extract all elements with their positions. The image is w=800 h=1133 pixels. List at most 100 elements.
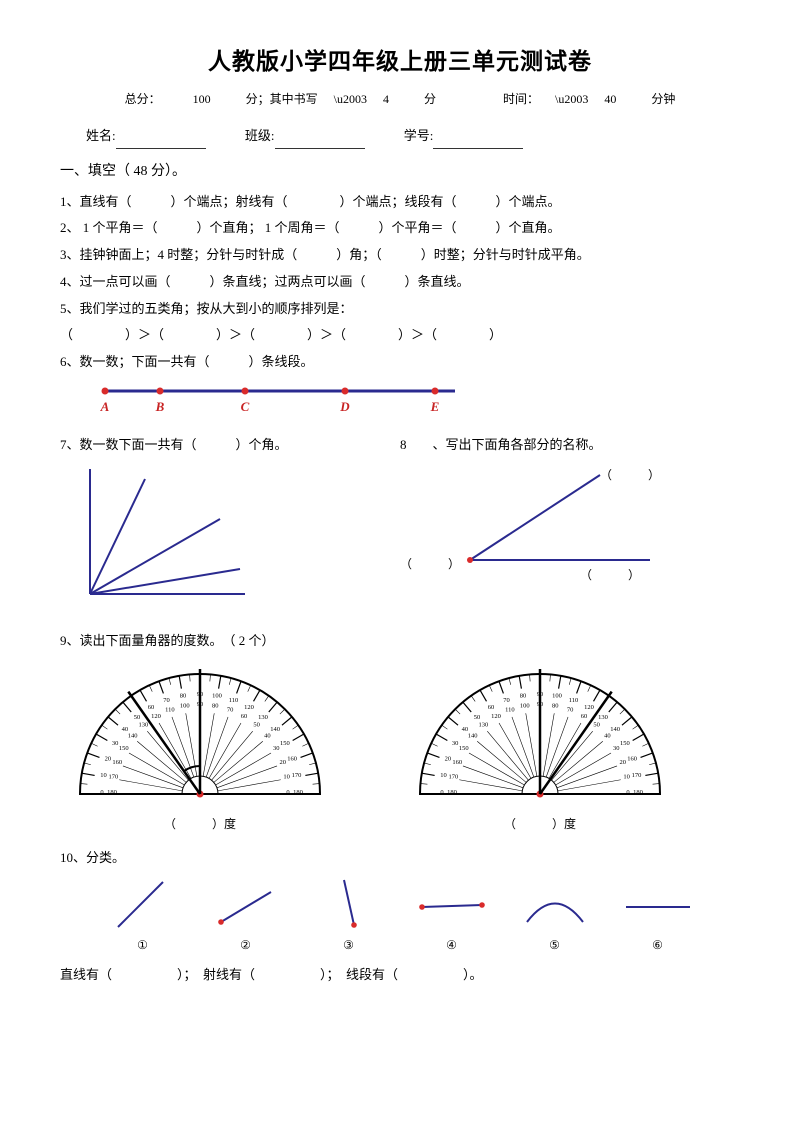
svg-text:130: 130 <box>139 722 149 729</box>
svg-text:70: 70 <box>567 707 574 714</box>
shape-3: ③ <box>301 877 396 957</box>
protractors-row: 0180101702016030150401405013060120701108… <box>60 659 740 836</box>
protractor-2-label: （ ）度 <box>400 813 680 836</box>
svg-text:160: 160 <box>627 756 637 763</box>
svg-text:170: 170 <box>108 774 118 781</box>
svg-text:60: 60 <box>241 713 248 720</box>
question-1: 1、直线有（ ）个端点；射线有（ ）个端点；线段有（ ）个端点。 <box>60 190 740 215</box>
svg-text:50: 50 <box>253 722 260 729</box>
svg-text:20: 20 <box>279 759 286 766</box>
svg-text:70: 70 <box>163 697 170 704</box>
svg-text:150: 150 <box>459 745 469 752</box>
svg-text:80: 80 <box>520 693 527 700</box>
svg-text:60: 60 <box>581 713 588 720</box>
svg-text:30: 30 <box>613 745 620 752</box>
svg-text:10: 10 <box>283 774 290 781</box>
svg-text:0: 0 <box>440 789 443 796</box>
svg-text:80: 80 <box>552 703 559 710</box>
svg-text:20: 20 <box>619 759 626 766</box>
svg-text:140: 140 <box>610 726 620 733</box>
svg-text:30: 30 <box>452 740 459 747</box>
svg-text:70: 70 <box>227 707 234 714</box>
svg-text:10: 10 <box>440 772 447 779</box>
fan-figure <box>60 464 400 623</box>
svg-text:0: 0 <box>626 789 629 796</box>
svg-text:40: 40 <box>604 733 611 740</box>
svg-text:140: 140 <box>468 733 478 740</box>
svg-text:130: 130 <box>598 714 608 721</box>
shape-5: ⑤ <box>507 877 602 957</box>
question-3: 3、挂钟钟面上；4 时整；分针与时针成（ ）角；（ ）时整；分针与时针成平角。 <box>60 243 740 268</box>
shape-6: ⑥ <box>610 877 705 957</box>
question-6: 6、数一数；下面一共有（ ）条线段。 <box>60 350 740 375</box>
angle-vertex-label: （ ） <box>400 553 460 576</box>
class-label: 班级: <box>245 128 275 143</box>
svg-text:120: 120 <box>491 713 501 720</box>
svg-text:100: 100 <box>212 693 222 700</box>
svg-text:110: 110 <box>569 697 579 704</box>
svg-text:110: 110 <box>505 707 515 714</box>
svg-text:120: 120 <box>584 704 594 711</box>
question-10: 10、分类。 <box>60 846 740 871</box>
svg-text:60: 60 <box>148 704 155 711</box>
number-blank[interactable] <box>433 134 523 149</box>
shape-1: ① <box>95 877 190 957</box>
svg-text:C: C <box>241 399 250 414</box>
svg-text:180: 180 <box>107 789 117 796</box>
svg-text:130: 130 <box>258 714 268 721</box>
svg-text:100: 100 <box>180 703 190 710</box>
shapes-row: ① ② ③ ④ ⑤ ⑥ <box>60 877 740 957</box>
time-info: 时间：\u200340 分钟 <box>487 92 691 106</box>
question-5a: 5、我们学过的五类角；按从大到小的顺序排列是： <box>60 297 740 322</box>
class-blank[interactable] <box>275 134 365 149</box>
svg-text:B: B <box>155 399 165 414</box>
question-7: 7、数一数下面一共有（ ）个角。 <box>60 433 400 458</box>
protractor-1: 0180101702016030150401405013060120701108… <box>60 659 340 836</box>
angle-side1-label: （ ） <box>600 464 660 487</box>
question-4: 4、过一点可以画（ ）条直线；过两点可以画（ ）条直线。 <box>60 270 740 295</box>
name-label: 姓名: <box>86 128 116 143</box>
svg-text:10: 10 <box>623 774 630 781</box>
svg-text:80: 80 <box>212 703 219 710</box>
score-info: 总分：100 分；其中书写\u20034 分 <box>109 92 452 106</box>
protractor-1-label: （ ）度 <box>60 813 340 836</box>
svg-text:100: 100 <box>552 693 562 700</box>
svg-text:120: 120 <box>151 713 161 720</box>
svg-text:D: D <box>339 399 350 414</box>
svg-text:140: 140 <box>270 726 280 733</box>
svg-text:E: E <box>430 399 440 414</box>
svg-text:170: 170 <box>448 774 458 781</box>
question-10-answer: 直线有（ ）； 射线有（ ）； 线段有（ ）。 <box>60 963 740 988</box>
svg-text:0: 0 <box>286 789 289 796</box>
question-5b: （ ）＞（ ）＞（ ）＞（ ）＞（ ） <box>60 323 740 348</box>
question-8: 8 、写出下面角各部分的名称。 <box>400 433 740 458</box>
shape-4: ④ <box>404 877 499 957</box>
svg-text:120: 120 <box>244 704 254 711</box>
svg-text:70: 70 <box>503 697 510 704</box>
svg-text:180: 180 <box>293 789 303 796</box>
svg-text:50: 50 <box>134 714 141 721</box>
svg-text:30: 30 <box>273 745 280 752</box>
svg-text:10: 10 <box>100 772 107 779</box>
main-title: 人教版小学四年级上册三单元测试卷 <box>60 40 740 84</box>
svg-text:130: 130 <box>479 722 489 729</box>
section-1-heading: 一、填空（ 48 分）。 <box>60 159 740 186</box>
svg-text:150: 150 <box>280 740 290 747</box>
svg-text:160: 160 <box>112 759 122 766</box>
svg-text:30: 30 <box>112 740 119 747</box>
angle-side2-label: （ ） <box>580 564 640 587</box>
protractor-2: 0180101702016030150401405013060120701108… <box>400 659 680 836</box>
question-9: 9、读出下面量角器的度数。 （ 2 个） <box>60 629 740 654</box>
student-info-row: 姓名: 班级: 学号: <box>60 124 740 149</box>
name-blank[interactable] <box>116 134 206 149</box>
svg-text:110: 110 <box>229 697 239 704</box>
question-2: 2、 1 个平角＝（ ）个直角； 1 个周角＝（ ）个平角＝（ ）个直角。 <box>60 216 740 241</box>
number-label: 学号: <box>404 128 434 143</box>
svg-text:100: 100 <box>520 703 530 710</box>
svg-text:40: 40 <box>264 733 271 740</box>
svg-text:170: 170 <box>632 772 642 779</box>
line-segment-figure: ABCDE <box>100 379 740 428</box>
svg-text:50: 50 <box>593 722 600 729</box>
subtitle: 总分：100 分；其中书写\u20034 分 时间：\u200340 分钟 <box>60 88 740 111</box>
svg-text:160: 160 <box>452 759 462 766</box>
